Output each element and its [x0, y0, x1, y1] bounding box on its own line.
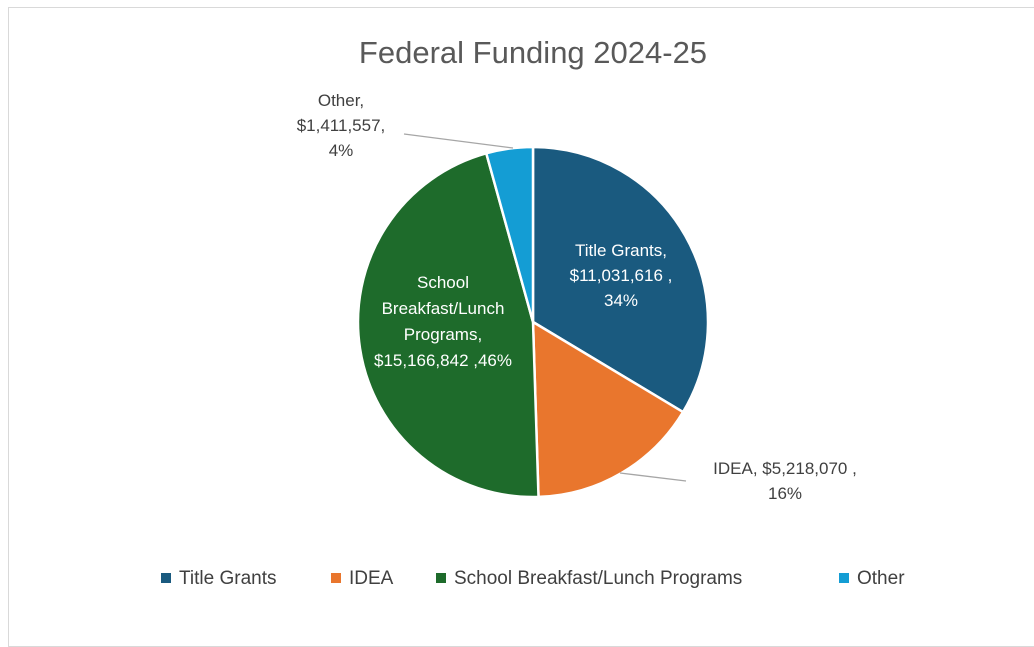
pie-slice-other [484, 145, 535, 323]
pie-slice-school-breakfast-lunch-programs [356, 151, 540, 499]
data-label-title-grants-line: 34% [604, 291, 638, 310]
legend-swatch-title-grants [161, 573, 171, 583]
data-label-school-breakfast-lunch-line: School [417, 273, 469, 292]
legend-label-school-breakfast-lunch-programs: School Breakfast/Lunch Programs [454, 568, 742, 589]
data-label-school-breakfast-lunch: School Breakfast/Lunch Programs, $15,166,84… [374, 273, 512, 370]
legend-label-idea: IDEA [349, 568, 394, 589]
data-label-idea: IDEA, $5,218,070 , 16% [713, 459, 857, 503]
data-label-idea-line: IDEA, $5,218,070 , [713, 459, 857, 478]
data-label-title-grants-line: Title Grants, [575, 241, 667, 260]
data-label-other-line: Other, [318, 91, 364, 110]
legend-label-title-grants: Title Grants [179, 568, 277, 589]
data-label-school-breakfast-lunch-line: Breakfast/Lunch [382, 299, 505, 318]
legend-swatch-other [839, 573, 849, 583]
leader-line-idea [619, 472, 687, 482]
data-label-title-grants: Title Grants, $11,031,616 , 34% [570, 241, 673, 310]
data-label-other-line: $1,411,557, [297, 116, 386, 135]
data-label-idea-line: 16% [768, 484, 802, 503]
legend-swatch-idea [331, 573, 341, 583]
data-label-school-breakfast-lunch-line: $15,166,842 ,46% [374, 351, 512, 370]
legend-label-other: Other [857, 568, 905, 589]
pie-chart: Federal Funding 2024-25 Title Grants, $11… [161, 35, 905, 589]
legend-swatch-school-breakfast-lunch-programs [436, 573, 446, 583]
data-label-other: Other, $1,411,557, 4% [297, 91, 386, 160]
leader-line-other [403, 133, 514, 149]
data-label-school-breakfast-lunch-line: Programs, [404, 325, 482, 344]
data-label-title-grants-line: $11,031,616 , [570, 266, 673, 285]
data-label-other-line: 4% [329, 141, 354, 160]
pie-slice-title-grants [531, 145, 710, 414]
chart-title: Federal Funding 2024-25 [359, 35, 707, 70]
